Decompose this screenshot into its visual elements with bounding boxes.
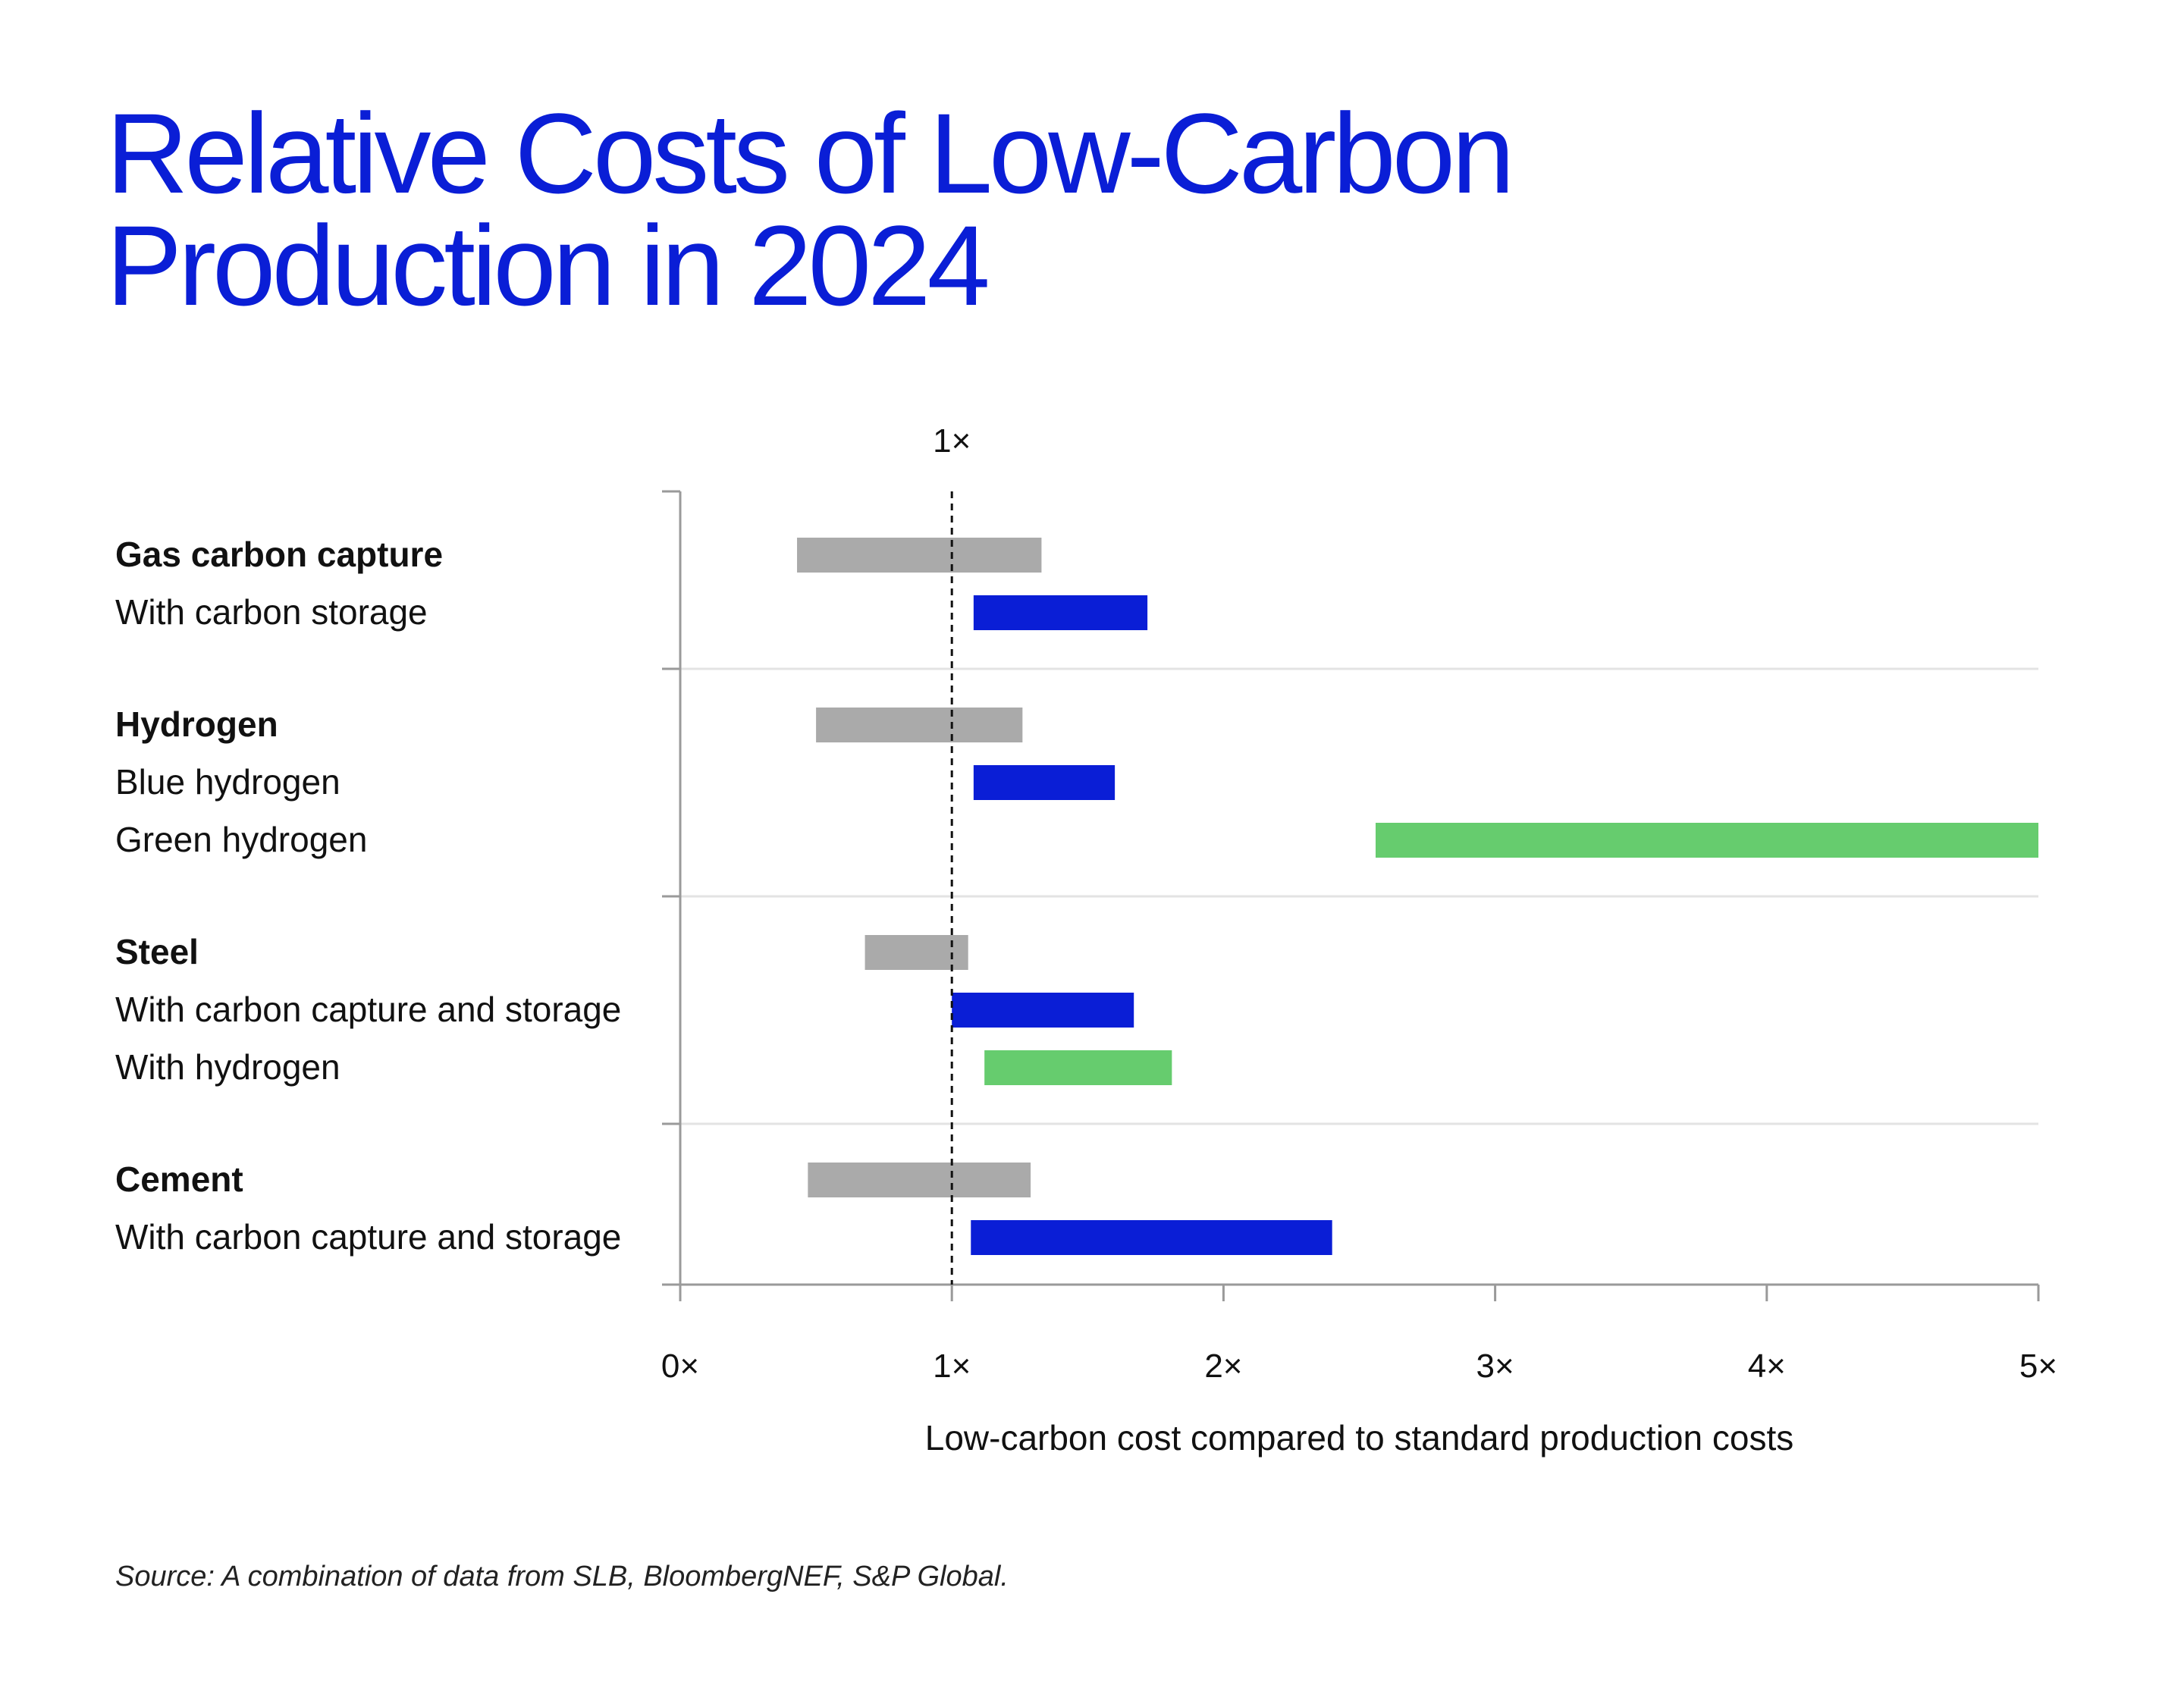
- chart-title-line-2: Production in 2024: [106, 202, 990, 329]
- range-bar-standard: [808, 1163, 1031, 1197]
- range-bar-standard: [797, 538, 1042, 573]
- range-bar-blue: [973, 765, 1116, 800]
- range-bar-blue: [952, 993, 1134, 1028]
- range-bar-green: [1375, 823, 2038, 858]
- x-tick-label: 1×: [933, 1348, 971, 1385]
- range-bar-blue: [973, 595, 1148, 630]
- x-tick-label: 2×: [1204, 1348, 1242, 1385]
- row-label: With carbon capture and storage: [115, 990, 621, 1029]
- group-label: Gas carbon capture: [115, 535, 443, 574]
- row-label: Green hydrogen: [115, 820, 367, 859]
- x-tick-label: 5×: [2019, 1348, 2057, 1385]
- range-bar-blue: [971, 1220, 1332, 1255]
- chart-title-line-1: Relative Costs of Low-Carbon: [106, 89, 1515, 217]
- x-tick-label: 3×: [1476, 1348, 1514, 1385]
- row-label: Blue hydrogen: [115, 762, 340, 802]
- group-label: Hydrogen: [115, 704, 278, 744]
- range-bar-green: [984, 1050, 1172, 1085]
- chart-title: Relative Costs of Low-Carbon Production …: [106, 89, 1774, 329]
- source-note: Source: A combination of data from SLB, …: [115, 1561, 1009, 1592]
- x-tick-label: 0×: [661, 1348, 699, 1385]
- group-label: Steel: [115, 932, 199, 971]
- row-label: With carbon capture and storage: [115, 1217, 621, 1257]
- range-bar-standard: [816, 708, 1023, 742]
- reference-line-label: 1×: [933, 422, 971, 460]
- row-label: With hydrogen: [115, 1047, 340, 1087]
- row-label: With carbon storage: [115, 592, 428, 632]
- x-axis-label: Low-carbon cost compared to standard pro…: [925, 1418, 1794, 1458]
- x-tick-label: 4×: [1748, 1348, 1786, 1385]
- group-label: Cement: [115, 1159, 243, 1199]
